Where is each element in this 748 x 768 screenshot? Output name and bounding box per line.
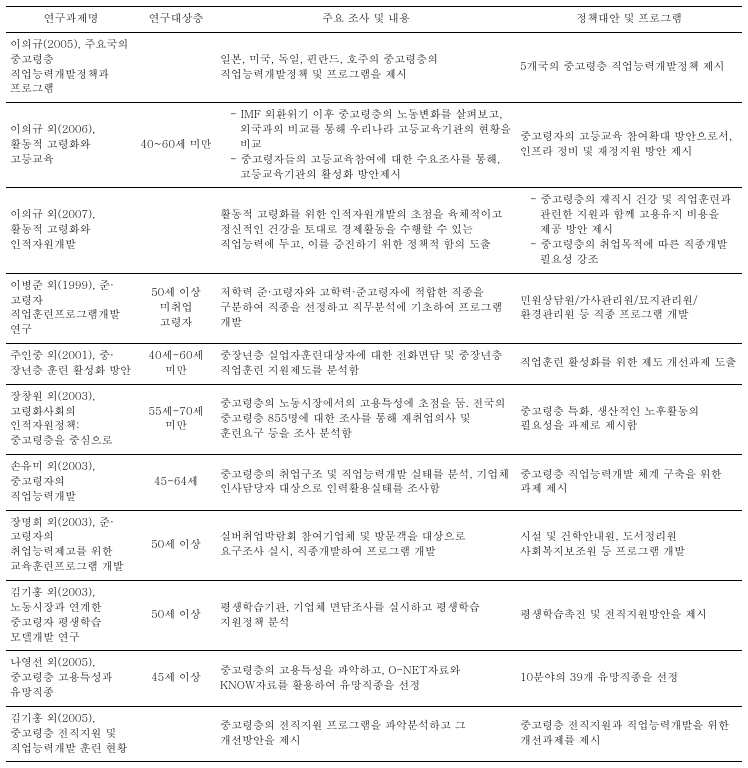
cell-policy-item: 중고령층의 재직시 건강 및 직업훈련과 관련한 지원과 함께 고용유지 비용을… xyxy=(530,193,738,238)
cell-population xyxy=(136,706,216,762)
cell-content: 평생학습기관, 기업체 면담조사를 실시하고 평생학습 지원정책 분석 xyxy=(216,581,516,651)
cell-policy-item: 중고령층의 취업목적에 따른 직종개발 필요성 강조 xyxy=(530,238,738,268)
table-row: 나영선 외(2005), 중고령층 고용특성과 유망직종45세 이상중고령층의 … xyxy=(6,651,742,707)
table-row: 주인중 외(2001), 중·장년층 훈련 활성화 방안40세-60세미만중장년… xyxy=(6,344,742,385)
cell-content-item: IMF 외환위기 이후 중고령층의 노동변화를 살펴보고, 외국과의 비교를 통… xyxy=(230,108,512,153)
cell-title: 이의규 외(2007), 활동적 고령화와 인적자원개발 xyxy=(6,188,136,273)
cell-content: 활동적 고령화를 위한 인적자원개발의 초점을 육체적이고 정신적인 건강을 토… xyxy=(216,188,516,273)
table-body: 이의규(2005), 주요국의 중고령층 직업능력개발정책과 프로그램 일본, 미… xyxy=(6,32,742,762)
cell-content: 일본, 미국, 독일, 핀란드, 호주의 중고령층의 직업능력개발정책 및 프로… xyxy=(216,32,516,102)
cell-policy: 중고령자의 고등교육 참여확대 방안으로서, 인프라 정비 및 재정지원 방안 … xyxy=(516,103,742,188)
cell-content-item: 중고령자들의 고등교육참여에 대한 수요조사를 통해, 고등교육기관의 활성화 … xyxy=(230,153,512,183)
table-row: 이의규(2005), 주요국의 중고령층 직업능력개발정책과 프로그램 일본, 미… xyxy=(6,32,742,102)
table-row: 이의규 외(2007), 활동적 고령화와 인적자원개발 활동적 고령화를 위한 … xyxy=(6,188,742,273)
cell-population: 55세-70세미만 xyxy=(136,384,216,454)
cell-population: 45-64세 xyxy=(136,455,216,511)
cell-content: IMF 외환위기 이후 중고령층의 노동변화를 살펴보고, 외국과의 비교를 통… xyxy=(216,103,516,188)
cell-content: 중고령층의 취업구조 및 직업능력개발 실태를 분석, 기업체 인사담당자 대상… xyxy=(216,455,516,511)
col-content: 주요 조사 및 내용 xyxy=(216,7,516,33)
cell-title: 김기홍 외(2003), 노동시장과 연계한 중고령자 평생학습 모델개발 연구 xyxy=(6,581,136,651)
table-row: 이병준 외(1999), 준·고령자 직업훈련프로그램개발 연구50세 이상미취… xyxy=(6,273,742,343)
cell-title: 장명희 외(2003), 준·고령자의 취업능력제고를 위한 교육훈련프로그램 … xyxy=(6,510,136,580)
cell-content: 중고령층의 전직지원 프로그램을 파악분석하고 그 개선방안을 제시 xyxy=(216,706,516,762)
cell-title: 나영선 외(2005), 중고령층 고용특성과 유망직종 xyxy=(6,651,136,707)
table-row: 장명희 외(2003), 준·고령자의 취업능력제고를 위한 교육훈련프로그램 … xyxy=(6,510,742,580)
cell-population: 50세 이상미취업고령자 xyxy=(136,273,216,343)
cell-title: 손유미 외(2003), 중고령자의 직업능력개발 xyxy=(6,455,136,511)
table-row: 장창원 외(2003), 고령화사회의 인적자원정책: 중고령층을 중심으로55… xyxy=(6,384,742,454)
cell-title: 이의규 외(2006), 활동적 고령화와 고등교육 xyxy=(6,103,136,188)
header-row: 연구과제명 연구대상층 주요 조사 및 내용 정책대안 및 프로그램 xyxy=(6,7,742,33)
cell-title: 주인중 외(2001), 중·장년층 훈련 활성화 방안 xyxy=(6,344,136,385)
cell-content: 중고령층의 노동시장에서의 고용특성에 초점을 둠. 전국의 중고령층 855명… xyxy=(216,384,516,454)
col-title: 연구과제명 xyxy=(6,7,136,33)
cell-content: 중고령층의 고용특성을 파악하고, O-NET자료와 KNOW자료를 활용하여 … xyxy=(216,651,516,707)
cell-population: 50세 이상 xyxy=(136,510,216,580)
col-population: 연구대상층 xyxy=(136,7,216,33)
cell-population: 40~60세 미만 xyxy=(136,103,216,188)
cell-title: 김기홍 외(2005), 중고령층 전직지원 및 직업능력개발 훈련 현황 xyxy=(6,706,136,762)
col-policy: 정책대안 및 프로그램 xyxy=(516,7,742,33)
cell-title: 이의규(2005), 주요국의 중고령층 직업능력개발정책과 프로그램 xyxy=(6,32,136,102)
research-table: 연구과제명 연구대상층 주요 조사 및 내용 정책대안 및 프로그램 이의규(2… xyxy=(6,6,742,762)
cell-policy: 10분야의 39개 유망직종을 선정 xyxy=(516,651,742,707)
cell-content-list: IMF 외환위기 이후 중고령층의 노동변화를 살펴보고, 외국과의 비교를 통… xyxy=(220,108,512,182)
table-row: 김기홍 외(2003), 노동시장과 연계한 중고령자 평생학습 모델개발 연구… xyxy=(6,581,742,651)
table-row: 손유미 외(2003), 중고령자의 직업능력개발45-64세중고령층의 취업구… xyxy=(6,455,742,511)
cell-policy: 중고령층 특화, 생산적인 노후활동의 필요성을 과제로 제시함 xyxy=(516,384,742,454)
cell-policy: 평생학습촉진 및 전직지원방안을 제시 xyxy=(516,581,742,651)
cell-policy: 중고령층 직업능력개발 체계 구축을 위한 과제 제시 xyxy=(516,455,742,511)
cell-content: 중장년층 실업자훈련대상자에 대한 전화면담 및 중장년층 직업훈련 지원제도를… xyxy=(216,344,516,385)
cell-content: 실버취업박람회 참여기업체 및 방문객을 대상으로 요구조사 실시, 직종개발하… xyxy=(216,510,516,580)
cell-population xyxy=(136,32,216,102)
table-row: 김기홍 외(2005), 중고령층 전직지원 및 직업능력개발 훈련 현황 중고령… xyxy=(6,706,742,762)
cell-policy: 중고령층의 재직시 건강 및 직업훈련과 관련한 지원과 함께 고용유지 비용을… xyxy=(516,188,742,273)
cell-title: 장창원 외(2003), 고령화사회의 인적자원정책: 중고령층을 중심으로 xyxy=(6,384,136,454)
cell-content: 저학력 준·고령자와 고학력·준고령자에 적합한 직종을 구분하여 직종을 선정… xyxy=(216,273,516,343)
cell-population: 45세 이상 xyxy=(136,651,216,707)
cell-population: 50세 이상 xyxy=(136,581,216,651)
cell-population xyxy=(136,188,216,273)
cell-policy: 직업훈련 활성화를 위한 제도 개선과제 도출 xyxy=(516,344,742,385)
cell-title: 이병준 외(1999), 준·고령자 직업훈련프로그램개발 연구 xyxy=(6,273,136,343)
cell-policy-list: 중고령층의 재직시 건강 및 직업훈련과 관련한 지원과 함께 고용유지 비용을… xyxy=(520,193,738,267)
cell-policy: 시설 및 건학안내원, 도서정리원 사회복지보조원 등 프로그램 개발 xyxy=(516,510,742,580)
cell-policy: 5개국의 중고령층 직업능력개발정책 제시 xyxy=(516,32,742,102)
table-row: 이의규 외(2006), 활동적 고령화와 고등교육40~60세 미만 IMF 외… xyxy=(6,103,742,188)
cell-population: 40세-60세미만 xyxy=(136,344,216,385)
cell-policy: 중고령층 전직지원과 직업능력개발을 위한 개선과제를 제시 xyxy=(516,706,742,762)
cell-policy: 민원상담원/가사관리원/묘지관리원/환경관리원 등 직종 프로그램 개발 xyxy=(516,273,742,343)
